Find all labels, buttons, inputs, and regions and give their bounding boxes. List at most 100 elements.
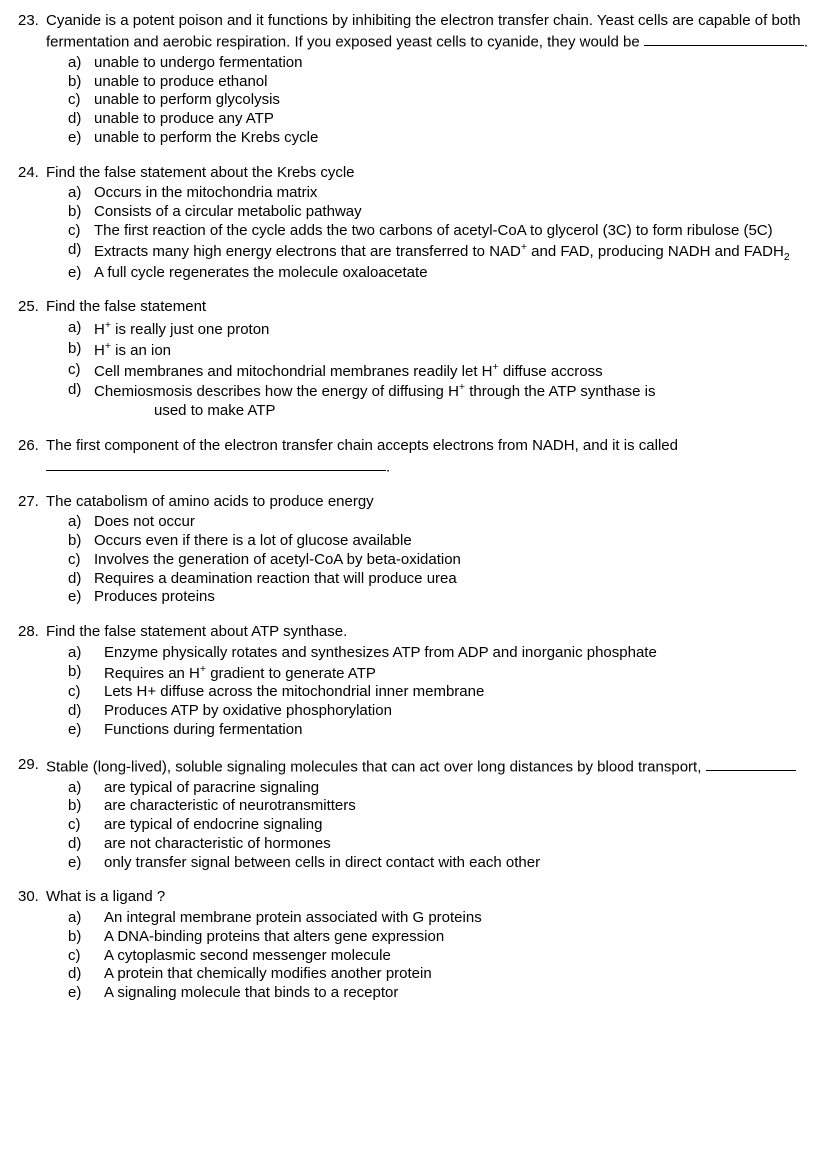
option-text: Requires a deamination reaction that wil…	[94, 570, 816, 589]
option[interactable]: b)A DNA-binding proteins that alters gen…	[68, 928, 816, 947]
option[interactable]: c)Involves the generation of acetyl-CoA …	[68, 551, 816, 570]
option-text: Involves the generation of acetyl-CoA by…	[94, 551, 816, 570]
question-number: 26.	[18, 437, 46, 477]
option-text: Produces proteins	[94, 588, 816, 607]
option[interactable]: e)only transfer signal between cells in …	[68, 854, 816, 873]
options-list: a)are typical of paracrine signalingb)ar…	[18, 779, 816, 873]
option[interactable]: e)A signaling molecule that binds to a r…	[68, 984, 816, 1003]
option-text: are characteristic of neurotransmitters	[104, 797, 816, 816]
option[interactable]: d)Requires a deamination reaction that w…	[68, 570, 816, 589]
question-text: Find the false statement about the Krebs…	[46, 164, 816, 183]
option[interactable]: d)A protein that chemically modifies ano…	[68, 965, 816, 984]
option[interactable]: e)Functions during fermentation	[68, 721, 816, 740]
question-text: Find the false statement	[46, 298, 816, 317]
option-letter: b)	[68, 928, 104, 947]
option-text: Chemiosmosis describes how the energy of…	[94, 381, 816, 421]
option-text: unable to produce any ATP	[94, 110, 816, 129]
fill-blank	[46, 456, 386, 471]
option[interactable]: a)Occurs in the mitochondria matrix	[68, 184, 816, 203]
option[interactable]: b)Requires an H+ gradient to generate AT…	[68, 663, 816, 684]
option-text: A cytoplasmic second messenger molecule	[104, 947, 816, 966]
option-text: are not characteristic of hormones	[104, 835, 816, 854]
option[interactable]: c)unable to perform glycolysis	[68, 91, 816, 110]
option-letter: b)	[68, 203, 94, 222]
option[interactable]: d)Extracts many high energy electrons th…	[68, 241, 816, 264]
option-text: unable to produce ethanol	[94, 73, 816, 92]
option-letter: e)	[68, 129, 94, 148]
question-number: 29.	[18, 756, 46, 777]
option[interactable]: d)Chemiosmosis describes how the energy …	[68, 381, 816, 421]
question-number: 28.	[18, 623, 46, 642]
option[interactable]: b)H+ is an ion	[68, 340, 816, 361]
option-letter: a)	[68, 54, 94, 73]
option-letter: d)	[68, 241, 94, 264]
question-stem-text: The catabolism of amino acids to produce…	[46, 493, 374, 510]
option-text: Does not occur	[94, 513, 816, 532]
question-text: Cyanide is a potent poison and it functi…	[46, 12, 816, 52]
question-stem: 23.Cyanide is a potent poison and it fun…	[18, 12, 816, 52]
question-stem-suffix: .	[804, 33, 808, 50]
option[interactable]: a)unable to undergo fermentation	[68, 54, 816, 73]
question-number: 23.	[18, 12, 46, 52]
option[interactable]: d)Produces ATP by oxidative phosphorylat…	[68, 702, 816, 721]
option-letter: a)	[68, 779, 104, 798]
options-list: a)H+ is really just one protonb)H+ is an…	[18, 319, 816, 421]
option-text: only transfer signal between cells in di…	[104, 854, 816, 873]
question-stem: 26.The first component of the electron t…	[18, 437, 816, 477]
option-text: H+ is really just one proton	[94, 319, 816, 340]
option-letter: d)	[68, 965, 104, 984]
question-stem: 28.Find the false statement about ATP sy…	[18, 623, 816, 642]
option[interactable]: a)Does not occur	[68, 513, 816, 532]
option[interactable]: a)An integral membrane protein associate…	[68, 909, 816, 928]
option-text: Extracts many high energy electrons that…	[94, 241, 816, 264]
option-text: Functions during fermentation	[104, 721, 816, 740]
option-letter: c)	[68, 222, 94, 241]
question: 26.The first component of the electron t…	[18, 437, 816, 477]
option-text: A protein that chemically modifies anoth…	[104, 965, 816, 984]
question-stem: 27.The catabolism of amino acids to prod…	[18, 493, 816, 512]
option[interactable]: b)are characteristic of neurotransmitter…	[68, 797, 816, 816]
option[interactable]: b)Occurs even if there is a lot of gluco…	[68, 532, 816, 551]
option-letter: a)	[68, 909, 104, 928]
option[interactable]: a)H+ is really just one proton	[68, 319, 816, 340]
option-text: unable to undergo fermentation	[94, 54, 816, 73]
option-letter: a)	[68, 184, 94, 203]
option-letter: b)	[68, 532, 94, 551]
option-letter: c)	[68, 361, 94, 382]
option-text: are typical of paracrine signaling	[104, 779, 816, 798]
option-letter: c)	[68, 551, 94, 570]
option-letter: d)	[68, 570, 94, 589]
option[interactable]: b)Consists of a circular metabolic pathw…	[68, 203, 816, 222]
question: 25.Find the false statement a)H+ is reall…	[18, 298, 816, 421]
option[interactable]: d)are not characteristic of hormones	[68, 835, 816, 854]
option[interactable]: e)unable to perform the Krebs cycle	[68, 129, 816, 148]
question-text: The catabolism of amino acids to produce…	[46, 493, 816, 512]
option[interactable]: b)unable to produce ethanol	[68, 73, 816, 92]
question-number: 25.	[18, 298, 46, 317]
option[interactable]: e)A full cycle regenerates the molecule …	[68, 264, 816, 283]
option[interactable]: c)Cell membranes and mitochondrial membr…	[68, 361, 816, 382]
option-text: A signaling molecule that binds to a rec…	[104, 984, 816, 1003]
option[interactable]: a)Enzyme physically rotates and synthesi…	[68, 644, 816, 663]
option[interactable]: c)are typical of endocrine signaling	[68, 816, 816, 835]
option[interactable]: c)The first reaction of the cycle adds t…	[68, 222, 816, 241]
question-number: 27.	[18, 493, 46, 512]
question-stem-text: The first component of the electron tran…	[46, 437, 678, 454]
question-stem: 24.Find the false statement about the Kr…	[18, 164, 816, 183]
option[interactable]: c)A cytoplasmic second messenger molecul…	[68, 947, 816, 966]
option-letter: b)	[68, 340, 94, 361]
option-letter: a)	[68, 513, 94, 532]
option[interactable]: a)are typical of paracrine signaling	[68, 779, 816, 798]
question-text: The first component of the electron tran…	[46, 437, 816, 477]
question-stem-text: Find the false statement about the Krebs…	[46, 164, 355, 181]
option-text: Consists of a circular metabolic pathway	[94, 203, 816, 222]
option[interactable]: e)Produces proteins	[68, 588, 816, 607]
option[interactable]: c)Lets H+ diffuse across the mitochondri…	[68, 683, 816, 702]
question-stem-text: Find the false statement about ATP synth…	[46, 623, 347, 640]
options-list: a)Enzyme physically rotates and synthesi…	[18, 644, 816, 740]
option-text: Occurs even if there is a lot of glucose…	[94, 532, 816, 551]
option-text: Occurs in the mitochondria matrix	[94, 184, 816, 203]
question-text: Stable (long-lived), soluble signaling m…	[46, 756, 816, 777]
option[interactable]: d)unable to produce any ATP	[68, 110, 816, 129]
option-letter: d)	[68, 702, 104, 721]
